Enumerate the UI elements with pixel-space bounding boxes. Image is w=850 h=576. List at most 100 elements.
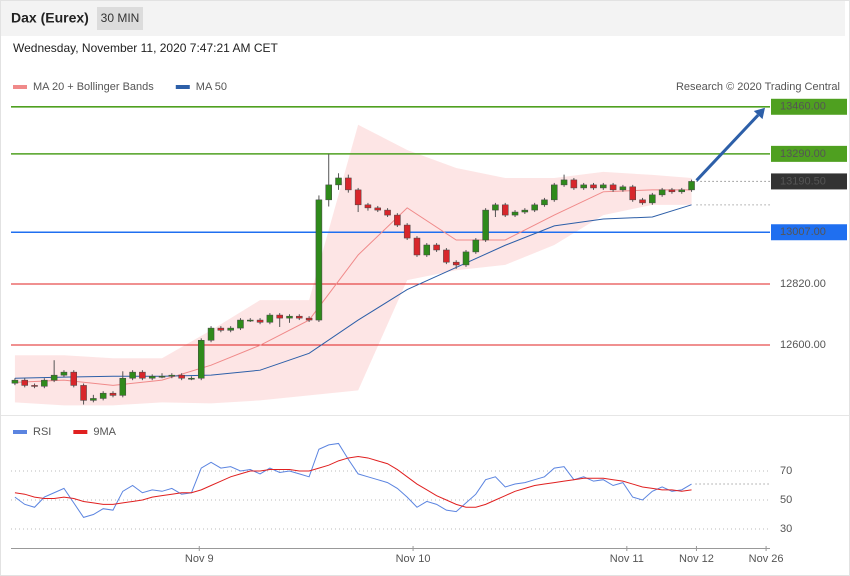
legend-swatch (13, 430, 27, 434)
candle-body (364, 204, 372, 209)
x-tick-label: Nov 10 (396, 553, 431, 565)
candle-body (580, 184, 587, 189)
x-tick-label: Nov 12 (679, 553, 714, 565)
candle-body (345, 177, 352, 191)
candle-body (384, 209, 391, 216)
level-box (771, 145, 847, 162)
candle-body (551, 184, 558, 201)
candle-body (178, 374, 185, 379)
level-box (771, 98, 847, 115)
candle-body (472, 239, 480, 253)
candle-body (560, 179, 568, 186)
rsi-line (14, 455, 692, 508)
candle-body (482, 209, 489, 241)
chart-title: Dax (Eurex) (11, 10, 89, 26)
candle-body (600, 184, 607, 189)
candle-body (570, 179, 578, 189)
candle-body (168, 374, 176, 377)
candle-body (521, 209, 529, 213)
candle-body (11, 379, 19, 384)
rsi-line (14, 442, 692, 518)
candle-body (609, 184, 617, 191)
legend-swatch (73, 430, 88, 434)
candle-body (90, 398, 97, 401)
level-box (771, 173, 847, 190)
candle-body (247, 319, 254, 322)
candle-body (158, 376, 166, 378)
level-label: 12820.00 (780, 278, 826, 290)
bollinger-band (14, 124, 692, 406)
candle-body (256, 319, 264, 323)
candle-body (501, 204, 509, 216)
timestamp: Wednesday, November 11, 2020 7:47:21 AM … (13, 41, 278, 55)
legend-label: MA 20 + Bollinger Bands (33, 81, 154, 93)
candle-body (129, 371, 136, 379)
candle-body (227, 327, 234, 331)
candle-body (531, 204, 538, 211)
legend-swatch (175, 85, 190, 89)
candle-body (443, 249, 450, 263)
candle-body (335, 177, 342, 186)
candle-body (315, 199, 323, 321)
candle-body (207, 327, 215, 341)
y-tick-label: 50 (780, 494, 792, 506)
candle-body (678, 189, 685, 193)
candle-body (423, 244, 431, 256)
x-tick-label: Nov 11 (610, 553, 644, 565)
candle-body (305, 317, 313, 321)
candle-body (658, 189, 666, 196)
candle-body (511, 211, 519, 216)
candle-body (139, 371, 146, 379)
candle-body (41, 379, 48, 387)
candle-body (541, 199, 548, 206)
level-label: 12600.00 (780, 339, 826, 351)
candle-body (217, 327, 225, 331)
interval: 30 MIN (101, 11, 140, 25)
candle-body (188, 377, 195, 380)
candle-body (31, 385, 38, 387)
target-arrow (695, 114, 760, 182)
candle-body (80, 385, 87, 401)
x-tick-label: Nov 26 (749, 553, 784, 565)
candle-body (462, 251, 470, 266)
x-tick-label: Nov 9 (185, 553, 214, 565)
y-tick-label: 30 (780, 523, 792, 535)
candle-body (590, 184, 597, 189)
candle-body (99, 392, 107, 399)
target-arrowhead (753, 107, 765, 120)
legend-label: RSI (33, 426, 51, 438)
candle-body (452, 261, 460, 266)
legend-label: 9MA (93, 426, 116, 438)
level-label: 13007.00 (780, 226, 826, 238)
legend-swatch (13, 85, 27, 89)
candle-body (492, 204, 499, 211)
candle-body (197, 340, 205, 379)
candle-body (50, 374, 58, 381)
candle-body (266, 314, 274, 323)
candle-body (413, 237, 421, 256)
candle-body (374, 207, 382, 211)
y-tick-label: 70 (780, 465, 792, 477)
candle-body (286, 315, 293, 319)
candle-body (619, 186, 627, 191)
candle-body (276, 314, 283, 319)
candle-body (354, 189, 362, 206)
level-label: 13290.00 (780, 148, 826, 160)
level-box (771, 224, 847, 241)
candle-body (21, 379, 28, 386)
candle-body (394, 214, 401, 226)
candle-body (629, 186, 636, 201)
level-label: 13460.00 (780, 101, 826, 113)
candle-body (433, 244, 440, 251)
candle-body (237, 319, 244, 329)
legend-label: MA 50 (196, 81, 227, 93)
credit: Research © 2020 Trading Central (676, 81, 840, 93)
candle-body (296, 315, 303, 319)
candle-body (119, 377, 127, 396)
candle-body (668, 189, 676, 193)
candle-body (639, 199, 646, 204)
candle-body (403, 224, 411, 239)
ma-line (14, 189, 692, 386)
